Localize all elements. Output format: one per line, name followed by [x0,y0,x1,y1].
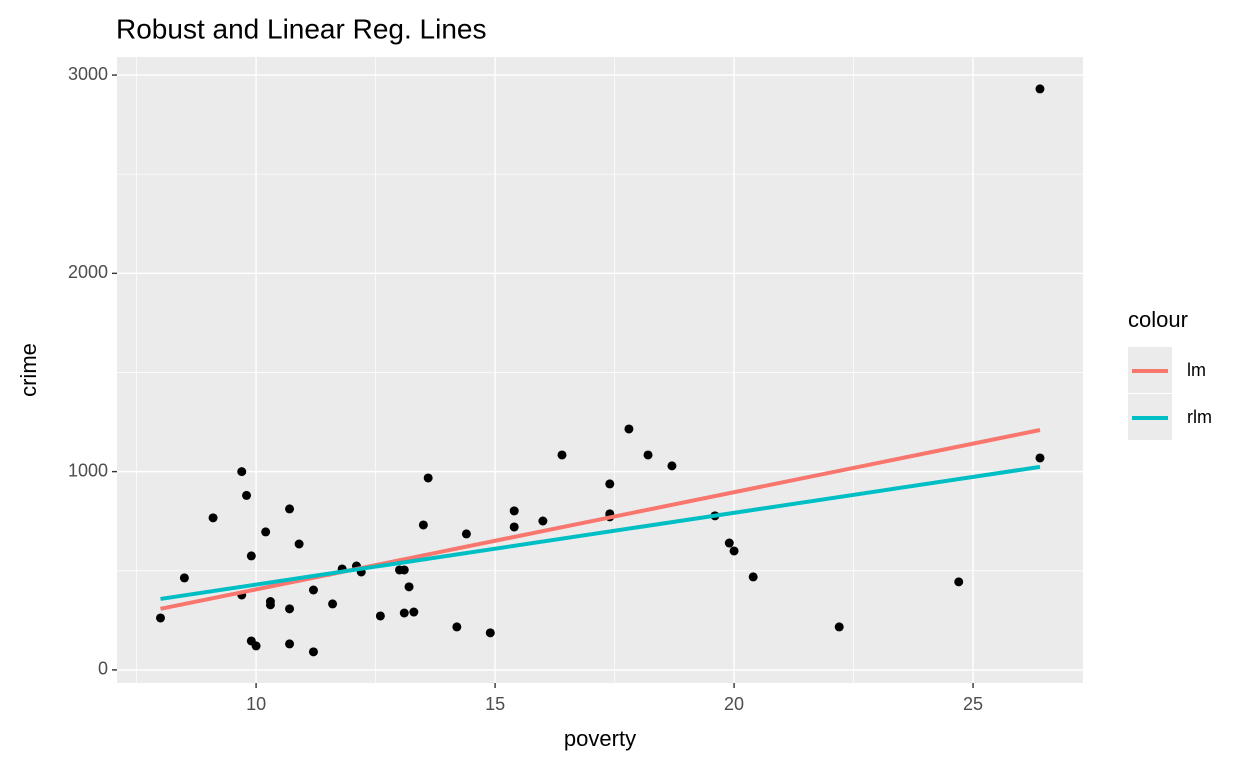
y-tick-label: 1000 [68,460,108,480]
point [399,608,409,618]
point [667,461,677,471]
point [251,641,261,651]
point [643,450,653,460]
x-tick-label: 15 [485,694,505,714]
point [509,522,519,532]
y-tick-label: 2000 [68,262,108,282]
y-tick-label: 3000 [68,64,108,84]
y-tick-label: 0 [98,659,108,679]
point [538,516,548,526]
point [265,600,275,610]
point [1035,84,1045,94]
regression-line [160,464,1041,601]
panel [117,57,1083,683]
point [375,611,385,621]
point [954,577,964,587]
point [418,520,428,530]
point [242,490,252,500]
point [624,424,634,434]
point [557,450,567,460]
point [261,527,271,537]
point [724,538,734,548]
x-tick-label: 25 [963,694,983,714]
point [423,473,433,483]
point [404,582,414,592]
point [605,479,615,489]
point [452,622,462,632]
x-axis-title: poverty [564,726,636,751]
point [285,604,295,614]
point [509,506,519,516]
point [246,551,256,561]
y-axis-title: crime [16,343,41,397]
point [461,529,471,539]
x-tick-label: 20 [724,694,744,714]
point [179,573,189,583]
legend-label: rlm [1187,407,1212,427]
point [748,572,758,582]
point [308,585,318,595]
legend-label: lm [1187,360,1206,380]
legend-title: colour [1128,307,1188,332]
point [1035,453,1045,463]
regression-line [160,428,1041,611]
point [285,639,295,649]
point [308,647,318,657]
point [399,565,409,575]
point [485,628,495,638]
point [409,607,419,617]
point [155,613,165,623]
point [208,513,218,523]
chart-title: Robust and Linear Reg. Lines [116,13,486,44]
point [237,467,247,477]
point [729,546,739,556]
point [285,504,295,514]
point [328,599,338,609]
point [294,539,304,549]
point [834,622,844,632]
x-tick-label: 10 [246,694,266,714]
